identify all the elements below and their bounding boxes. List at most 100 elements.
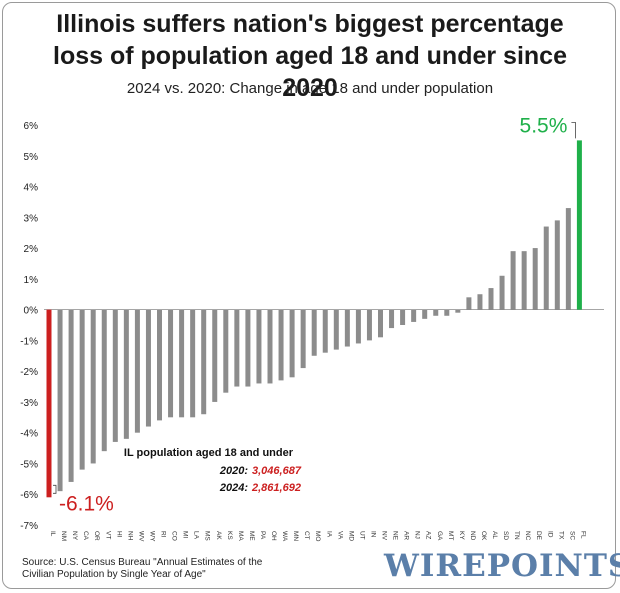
bar <box>168 309 174 418</box>
bar <box>68 309 74 482</box>
bar <box>57 309 63 492</box>
bar <box>245 309 251 387</box>
x-tick-label: TX <box>557 531 564 540</box>
bar <box>488 288 494 310</box>
y-tick-label: -3% <box>20 398 38 409</box>
bar <box>212 309 218 402</box>
x-tick-label: IN <box>369 531 376 538</box>
y-tick-label: 1% <box>24 275 39 286</box>
x-tick-label: RI <box>160 531 167 538</box>
bar <box>499 275 505 310</box>
bar <box>90 309 96 464</box>
bar <box>344 309 350 347</box>
x-tick-label: PA <box>259 531 266 540</box>
bar <box>145 309 151 427</box>
bar <box>477 294 483 310</box>
x-tick-label: CT <box>303 531 310 540</box>
bar <box>576 140 582 310</box>
bar <box>311 309 317 356</box>
x-tick-label: NH <box>126 531 133 541</box>
bar <box>101 309 107 452</box>
annotation-heading: IL population aged 18 and under <box>124 447 294 459</box>
x-tick-label: TN <box>513 531 520 540</box>
brand-logo: WIREPOINTS <box>384 548 620 584</box>
bar <box>366 309 372 341</box>
x-tick-label: DE <box>535 531 542 541</box>
bar <box>79 309 85 470</box>
bar <box>521 251 527 310</box>
x-tick-label: ME <box>248 531 255 541</box>
bar <box>267 309 273 384</box>
chart-title-text: Illinois suffers nation's biggest percen… <box>53 10 567 102</box>
bar <box>157 309 162 421</box>
source-line-2: Civilian Population by Single Year of Ag… <box>22 569 206 580</box>
bar <box>433 309 439 316</box>
annotation-year-value: 3,046,687 <box>252 465 302 477</box>
x-tick-label: MA <box>237 531 244 541</box>
x-tick-label: MO <box>314 531 321 541</box>
x-tick-label: GA <box>436 531 443 541</box>
y-tick-label: 5% <box>24 152 39 163</box>
x-tick-label: VA <box>336 531 343 540</box>
x-tick-label: LA <box>193 531 200 540</box>
x-tick-label: ND <box>469 531 476 541</box>
x-tick-label: OH <box>270 531 277 541</box>
x-tick-label: KS <box>226 531 233 540</box>
x-tick-label: MN <box>292 531 299 541</box>
y-tick-label: 3% <box>24 213 39 224</box>
bar <box>322 309 328 353</box>
x-tick-label: NJ <box>414 531 421 539</box>
x-tick-label: NC <box>524 531 531 541</box>
chart-subtitle: 2024 vs. 2020: Change in age 18 and unde… <box>126 80 494 97</box>
annotation-year-value: 2,861,692 <box>251 482 301 494</box>
annotation-year-label: 2024: <box>219 482 248 494</box>
y-tick-label: -1% <box>20 336 38 347</box>
x-tick-label: MS <box>204 531 211 541</box>
x-tick-label: HI <box>115 531 122 538</box>
bar <box>355 309 361 344</box>
bar <box>543 226 549 310</box>
bar <box>333 309 339 350</box>
bar <box>123 309 129 439</box>
bar <box>134 309 140 433</box>
x-tick-label: VT <box>104 531 111 539</box>
x-tick-label: CO <box>171 531 178 541</box>
y-tick-label: 6% <box>24 121 39 132</box>
bar <box>278 309 284 381</box>
chart-title: Illinois suffers nation's biggest percen… <box>0 8 620 104</box>
x-tick-label: AZ <box>425 531 432 539</box>
x-tick-label: NE <box>392 531 399 541</box>
x-tick-label: FL <box>579 531 586 539</box>
bar <box>532 248 538 310</box>
bar <box>554 220 560 310</box>
x-tick-label: MT <box>447 531 454 540</box>
x-tick-label: CA <box>82 531 89 541</box>
bar <box>466 297 472 310</box>
bar <box>256 309 262 384</box>
x-tick-label: OK <box>480 531 487 541</box>
x-tick-label: MI <box>182 531 189 538</box>
bar <box>565 208 571 310</box>
x-tick-label: AR <box>403 531 410 540</box>
bar <box>179 309 185 418</box>
bar <box>389 309 395 329</box>
x-tick-label: SC <box>568 531 575 540</box>
y-tick-label: -6% <box>20 490 38 501</box>
bar <box>455 309 461 313</box>
bar <box>411 309 417 322</box>
x-tick-label: MD <box>347 531 354 541</box>
y-tick-label: -5% <box>20 459 38 470</box>
bar <box>112 309 118 442</box>
x-tick-label: NY <box>71 531 78 541</box>
x-tick-label: OR <box>93 531 100 541</box>
x-tick-label: UT <box>358 531 365 540</box>
y-tick-label: -4% <box>20 429 38 440</box>
bar <box>400 309 406 325</box>
bar <box>190 309 196 418</box>
bar <box>510 251 516 310</box>
bar <box>201 309 207 415</box>
y-tick-label: 4% <box>24 183 39 194</box>
source-note: Source: U.S. Census Bureau "Annual Estim… <box>22 557 302 581</box>
